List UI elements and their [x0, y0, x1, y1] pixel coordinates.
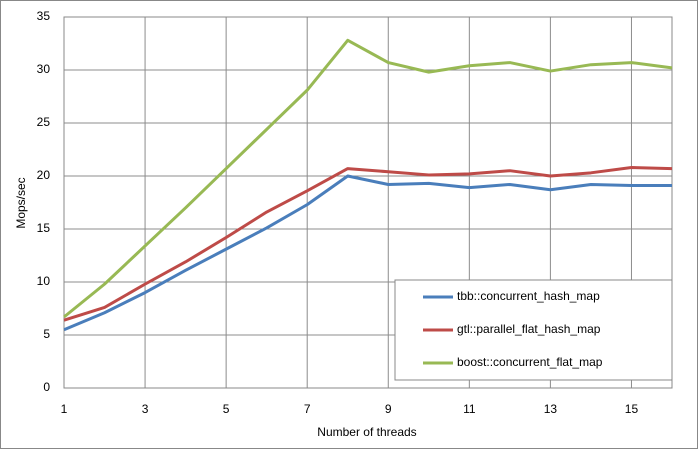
data-line	[63, 174, 672, 332]
data-line	[63, 38, 673, 319]
x-tick-label: 9	[385, 402, 392, 416]
x-axis-label: Number of threads	[317, 425, 416, 439]
legend-label: tbb::concurrent_hash_map	[457, 289, 600, 303]
y-axis-label: Mops/sec	[14, 177, 28, 228]
y-tick-label: 35	[37, 9, 51, 23]
x-tick-label: 3	[142, 402, 149, 416]
legend-label: gtl::parallel_flat_hash_map	[457, 322, 601, 336]
x-tick-label: 5	[223, 402, 230, 416]
y-tick-label: 10	[37, 274, 51, 288]
y-tick-label: 0	[43, 380, 50, 394]
plot-border	[63, 16, 673, 389]
x-tick-label: 11	[463, 402, 476, 416]
x-tick-label: 1	[61, 402, 68, 416]
x-tick-label: 13	[544, 402, 558, 416]
y-tick-label: 30	[37, 62, 51, 76]
y-tick-label: 5	[43, 327, 50, 341]
legend-label: boost::concurrent_flat_map	[457, 355, 603, 369]
y-tick-label: 15	[37, 221, 51, 235]
x-tick-label: 7	[304, 402, 311, 416]
y-tick-label: 20	[37, 168, 51, 182]
x-tick-label: 15	[625, 402, 639, 416]
y-tick-label: 25	[37, 115, 51, 129]
data-line	[63, 166, 673, 322]
